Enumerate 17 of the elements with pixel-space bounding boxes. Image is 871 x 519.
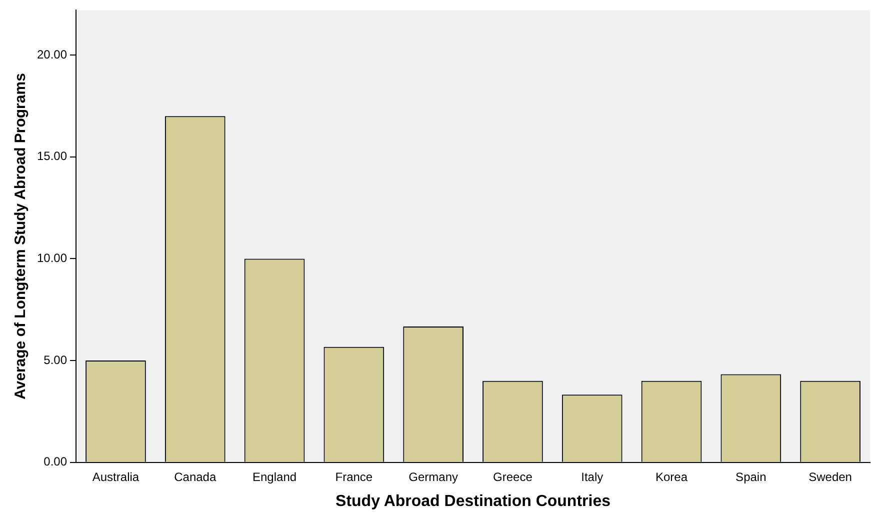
x-axis-title: Study Abroad Destination Countries <box>336 492 611 510</box>
y-tick-label: 0.00 <box>44 454 68 469</box>
x-tick-label: Sweden <box>808 470 852 484</box>
x-tick-label: Canada <box>174 470 216 484</box>
y-tick-label: 20.00 <box>37 47 68 62</box>
x-tick-label: Korea <box>655 470 688 484</box>
y-tick-label: 10.00 <box>37 251 68 266</box>
y-axis-title: Average of Longterm Study Abroad Programs <box>12 73 30 400</box>
x-tick-label: Italy <box>581 470 604 484</box>
x-tick-label: France <box>335 470 373 484</box>
x-tick-label: Germany <box>408 470 458 484</box>
x-tick-label: Australia <box>92 470 140 484</box>
x-tick-label: England <box>252 470 297 484</box>
x-tick-label: Spain <box>736 470 766 484</box>
y-tick-label: 5.00 <box>44 352 68 367</box>
y-tick-label: 15.00 <box>37 149 68 164</box>
x-tick-label: Greece <box>493 470 533 484</box>
